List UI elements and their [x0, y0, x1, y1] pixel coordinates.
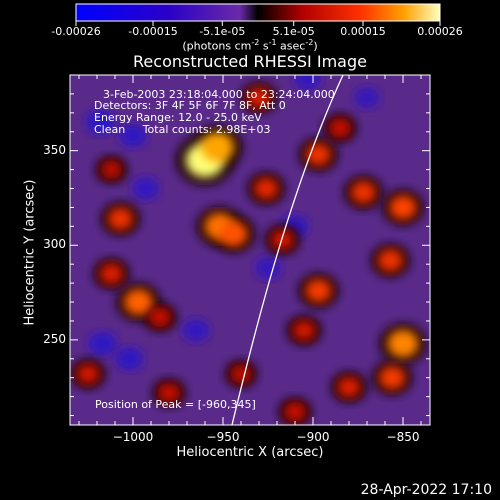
x-tick-label: −900 — [296, 430, 330, 444]
chart-title: Reconstructed RHESSI Image — [133, 52, 367, 71]
colorbar-unit-label: (photons cm-2 s-1 asec-2) — [0, 38, 500, 53]
colorbar-tick-label: -0.00015 — [128, 25, 178, 38]
heatmap-blobs — [70, 75, 427, 425]
hot-spot — [100, 159, 123, 180]
x-axis-label: Heliocentric X (arcsec) — [176, 445, 324, 460]
hot-spot — [350, 180, 377, 205]
cold-spot — [115, 346, 144, 371]
colorbar-tick-label: 0.00015 — [340, 25, 386, 38]
annotation-clean: Clean Total counts: 2.98E+03 — [94, 123, 271, 136]
x-tick-label: −850 — [386, 430, 420, 444]
plot-frame — [69, 74, 431, 426]
cb-unit-sup1: -2 — [251, 38, 260, 47]
hot-spot — [283, 401, 307, 422]
cold-spot — [132, 176, 160, 201]
cb-unit-suffix: ) — [313, 39, 318, 53]
hot-spot — [304, 278, 332, 303]
y-axis-label: Heliocentric Y (arcsec) — [22, 179, 38, 326]
solar-limb-line — [231, 75, 344, 425]
cold-spot — [182, 318, 210, 342]
cb-unit-sup3: -2 — [305, 38, 314, 47]
hot-spot — [336, 376, 362, 399]
hot-spot — [246, 86, 272, 109]
hot-spot — [387, 329, 419, 358]
annotation-detectors: Detectors: 3F 4F 5F 6F 7F 8F, Att 0 — [94, 99, 286, 112]
colorbar-ticks — [75, 21, 441, 26]
y-tick-label: 350 — [43, 142, 66, 157]
timestamp: 28-Apr-2022 17:10 — [360, 482, 492, 498]
cb-unit-mid2: asec — [280, 39, 306, 53]
cb-unit-sup2: -1 — [268, 38, 277, 47]
cb-unit-prefix: (photons cm — [182, 39, 252, 53]
hot-spot — [200, 131, 235, 162]
cold-spot — [354, 86, 380, 109]
hot-spot — [76, 363, 100, 385]
x-tick-label: −950 — [206, 430, 240, 444]
cold-spot — [254, 256, 282, 280]
hot-spot — [157, 382, 181, 403]
y-tick-label: 300 — [43, 237, 66, 252]
hot-spot — [378, 365, 406, 390]
hot-spot — [99, 262, 124, 285]
hot-spot — [377, 248, 404, 273]
cb-unit-mid1: s — [262, 39, 269, 53]
cold-spot — [85, 109, 116, 135]
hot-spot — [253, 177, 279, 200]
cold-spot — [88, 331, 117, 356]
hot-spot — [305, 142, 332, 167]
annotation-peak: Position of Peak = [-960,345] — [95, 398, 256, 411]
cold-spot — [294, 75, 322, 91]
annotation-time: 3-Feb-2003 23:18:04.000 to 23:24:04.000 — [103, 88, 335, 101]
hot-spot — [123, 288, 154, 316]
annotation-energy: Energy Range: 12.0 - 25.0 keV — [94, 111, 262, 124]
colorbar-tick-label: 5.1e-05 — [272, 25, 315, 38]
y-tick-label: 250 — [43, 331, 66, 346]
colorbar-tick-label: -0.00026 — [51, 25, 101, 38]
hot-spot — [219, 220, 249, 247]
colorbar-tick-label: -5.1e-05 — [199, 25, 246, 38]
hot-spot — [230, 364, 252, 384]
cold-spot — [119, 123, 147, 148]
colorbar — [75, 3, 441, 22]
hot-spot — [292, 319, 316, 341]
hot-spot — [107, 207, 134, 231]
hot-spot — [270, 229, 295, 251]
hot-spot — [328, 117, 352, 139]
x-tick-label: −1000 — [112, 430, 154, 444]
colorbar-tick-label: 0.00026 — [417, 25, 463, 38]
hot-spot — [148, 307, 172, 328]
hot-spot — [389, 194, 417, 220]
axis-ticks — [70, 74, 430, 425]
